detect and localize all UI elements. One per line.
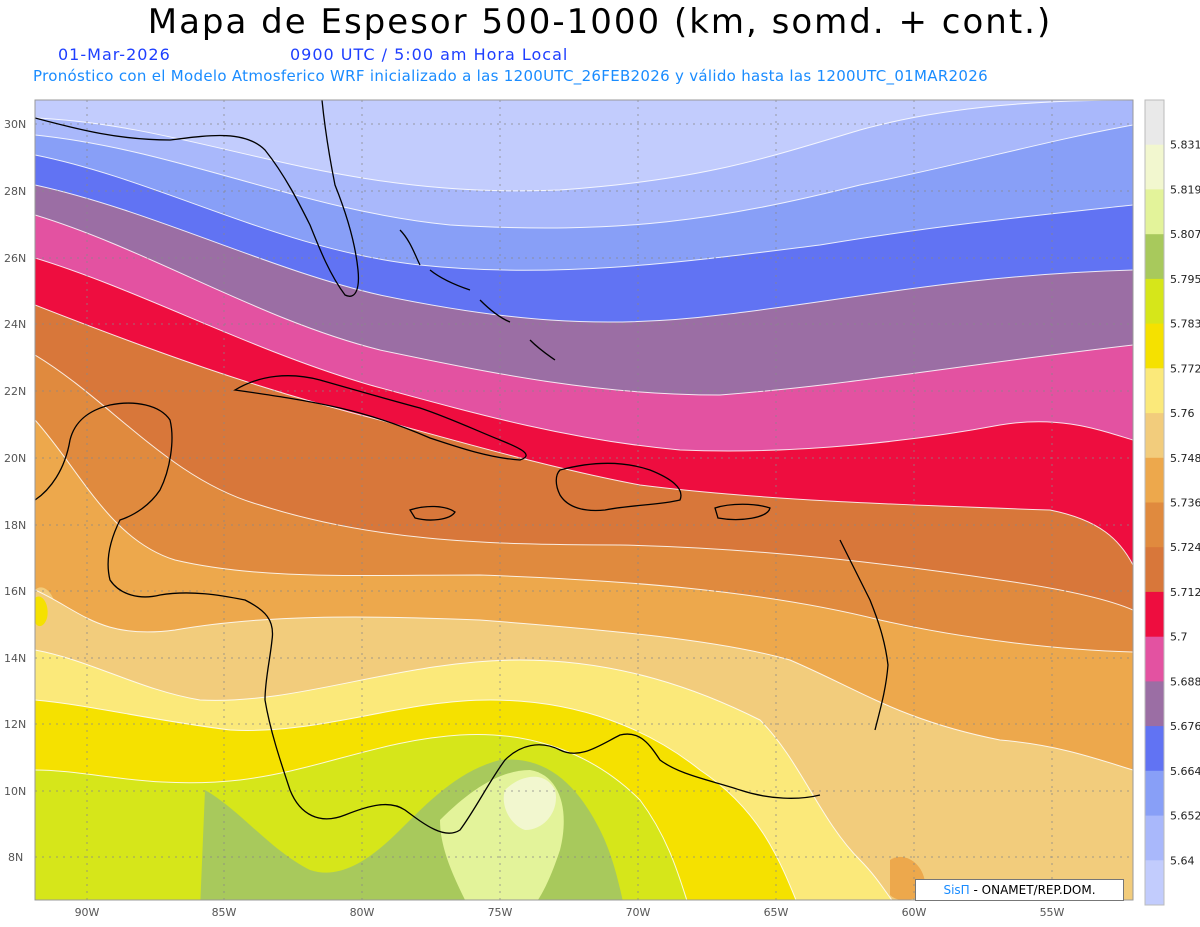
credit-box: SisΠ - ONAMET/REP.DOM. [915, 879, 1124, 901]
colorbar-swatch [1145, 278, 1164, 325]
hispaniola-coast [555, 462, 682, 512]
colorbar-swatch [1145, 726, 1164, 772]
lon-label: 70W [626, 906, 651, 919]
lon-label: 65W [764, 906, 789, 919]
colorbar-swatch [1145, 234, 1164, 280]
lesser-antilles [839, 539, 889, 731]
lat-label: 22N [4, 385, 26, 398]
colorbar-swatch [1145, 681, 1164, 727]
puerto-rico-coast [714, 503, 771, 521]
colorbar-swatch [1145, 502, 1164, 548]
lat-label: 8N [8, 851, 23, 864]
colorbar-swatch [1145, 770, 1164, 816]
lat-label: 28N [4, 185, 26, 198]
lat-label: 20N [4, 452, 26, 465]
lon-label: 75W [488, 906, 513, 919]
colorbar-label: 5.736 [1170, 497, 1200, 510]
credit-brand: SisΠ [943, 883, 970, 897]
lat-label: 30N [4, 118, 26, 131]
lat-label: 26N [4, 252, 26, 265]
bahamas-islands [399, 229, 556, 361]
colorbar-swatch [1145, 636, 1164, 682]
colorbar-swatch [1145, 457, 1164, 503]
lat-label: 10N [4, 785, 26, 798]
colorbar-label: 5.688 [1170, 675, 1200, 688]
lat-label: 16N [4, 585, 26, 598]
colorbar-label: 5.64 [1170, 854, 1195, 867]
colorbar-label: 5.807 [1170, 228, 1200, 241]
colorbar-swatch [1145, 815, 1164, 861]
map-frame [34, 99, 1134, 901]
colorbar-label: 5.772 [1170, 362, 1200, 375]
colorbar-swatch [1145, 413, 1164, 459]
jamaica-coast [409, 505, 456, 521]
filled-contours [35, 100, 1133, 900]
cuba-coast [233, 375, 527, 461]
longitude-axis: 90W 85W 80W 75W 70W 65W 60W 55W [75, 906, 1065, 919]
colorbar-label: 5.76 [1170, 407, 1195, 420]
lat-label: 24N [4, 318, 26, 331]
colorbar-swatch [1145, 144, 1164, 190]
coastlines [35, 100, 889, 834]
colorbar-label: 5.7 [1170, 631, 1188, 644]
graticule [35, 100, 1133, 900]
lat-label: 14N [4, 652, 26, 665]
credit-text: - ONAMET/REP.DOM. [969, 883, 1096, 897]
colorbar-label: 5.676 [1170, 720, 1200, 733]
lon-label: 60W [902, 906, 927, 919]
colorbar-label: 5.819 [1170, 183, 1200, 196]
colorbar-label: 5.712 [1170, 586, 1200, 599]
colorbar-label: 5.652 [1170, 810, 1200, 823]
lat-label: 12N [4, 718, 26, 731]
colorbar-label: 5.724 [1170, 541, 1200, 554]
lon-label: 80W [350, 906, 375, 919]
colorbar-swatch [1145, 547, 1164, 593]
lon-label: 55W [1040, 906, 1065, 919]
colorbar-swatch [1145, 860, 1164, 906]
forecast-time: 0900 UTC / 5:00 am Hora Local [290, 45, 569, 64]
colorbar-label: 5.831 [1170, 139, 1200, 152]
colorbar-swatch [1145, 100, 1164, 146]
central-america-coast [35, 402, 821, 834]
colorbar-swatch [1145, 591, 1164, 638]
colorbar-border [1144, 99, 1165, 906]
lat-label: 18N [4, 519, 26, 532]
colorbar-swatch [1145, 189, 1164, 235]
forecast-description: Pronóstico con el Modelo Atmosferico WRF… [33, 67, 988, 85]
latitude-axis: 30N 28N 26N 24N 22N 20N 18N 16N 14N 12N … [4, 118, 26, 864]
colorbar-label: 5.748 [1170, 452, 1200, 465]
map-title: Mapa de Espesor 500-1000 (km, somd. + co… [147, 2, 1053, 42]
colorbar: 5.831 5.819 5.807 5.795 5.783 5.772 5.76 5.748 5… [1144, 99, 1200, 906]
florida-coast [35, 100, 360, 297]
lon-label: 90W [75, 906, 100, 919]
colorbar-label: 5.795 [1170, 273, 1200, 286]
colorbar-label: 5.664 [1170, 765, 1200, 778]
forecast-date: 01-Mar-2026 [58, 45, 171, 64]
colorbar-label: 5.783 [1170, 318, 1200, 331]
colorbar-swatch [1145, 368, 1164, 414]
contour-lines [35, 100, 1133, 900]
lon-label: 85W [212, 906, 237, 919]
band-5831 [503, 776, 556, 830]
colorbar-swatch [1145, 323, 1164, 369]
